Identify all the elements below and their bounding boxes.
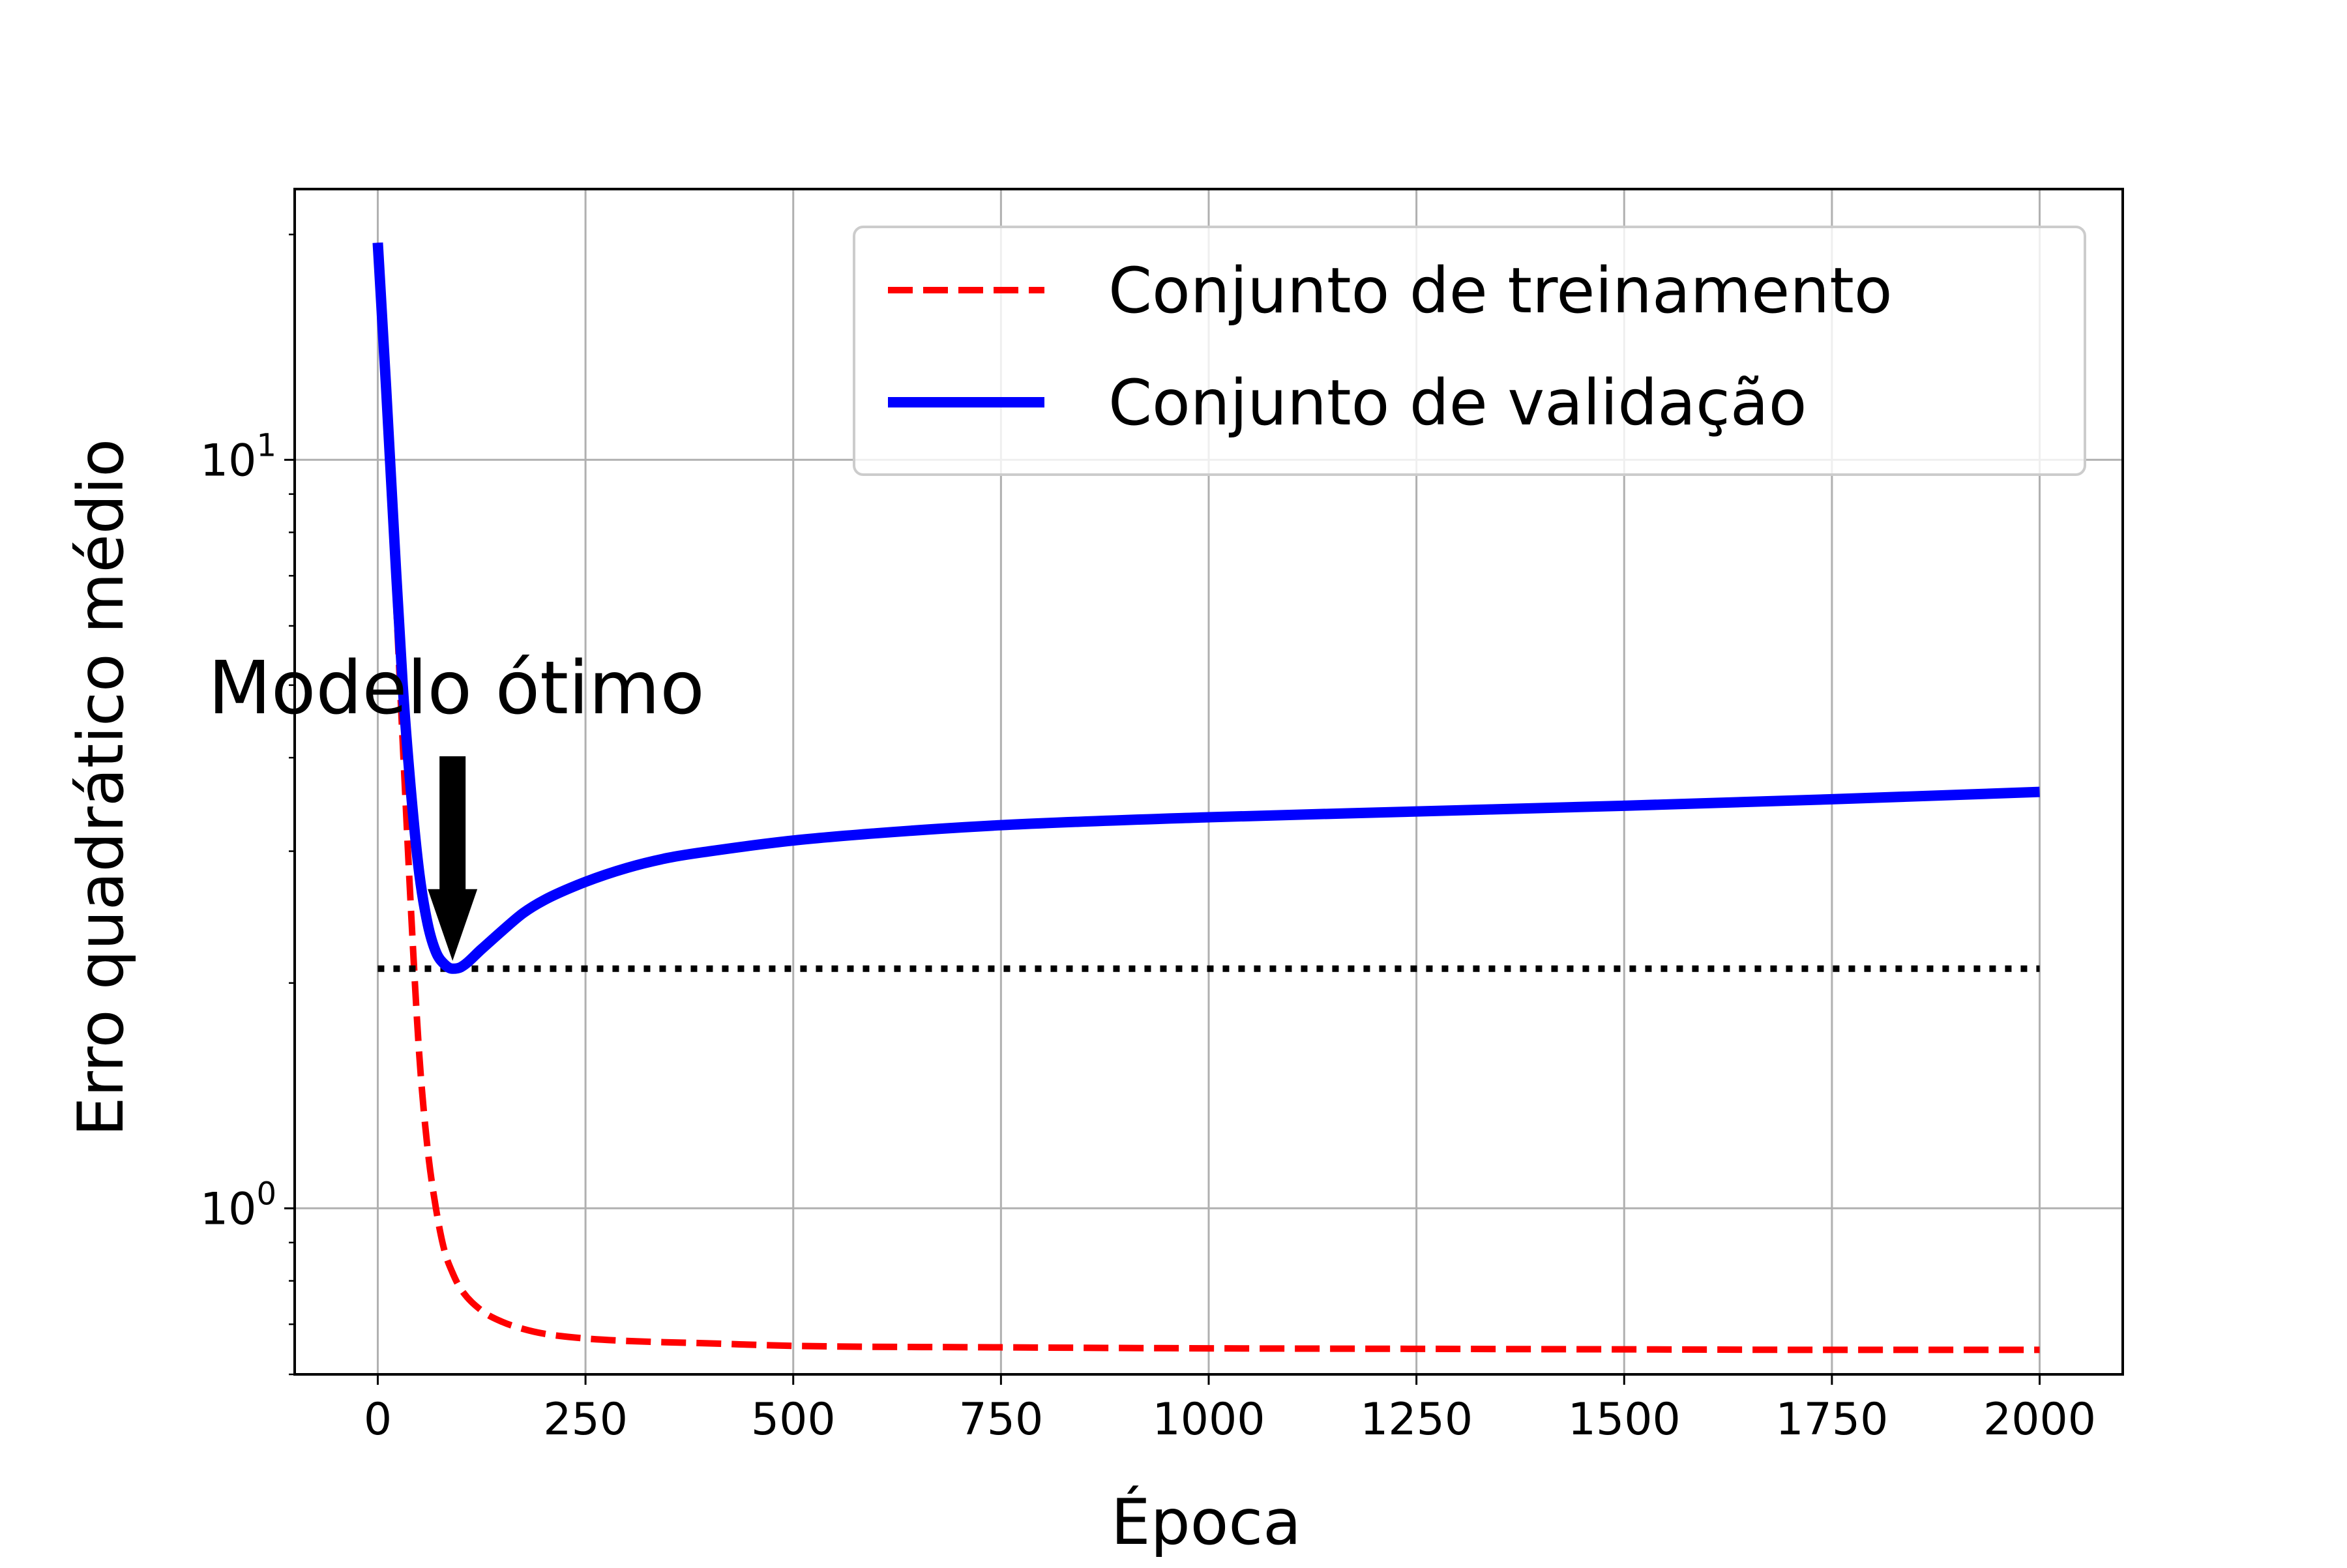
series-line-validation <box>372 242 2040 974</box>
x-tick-label: 1500 <box>1568 1394 1681 1445</box>
x-axis-title: Época <box>1111 1485 1301 1559</box>
x-tick-label: 0 <box>364 1394 392 1445</box>
x-tick-label: 500 <box>751 1394 836 1445</box>
y-axis-title: Erro quadrático médio <box>65 439 138 1136</box>
y-tick-label: 101 <box>200 427 276 486</box>
x-tick-label: 250 <box>543 1394 628 1445</box>
axis-ticks: 0 250 500 750 1000 1250 1500 1750 2000 100 101 <box>200 233 2096 1445</box>
legend: Conjunto de treinamento Conjunto de valid… <box>853 226 2086 476</box>
x-tick-label: 2000 <box>1983 1394 2096 1445</box>
legend-label: Conjunto de validação <box>1108 366 1807 439</box>
legend-box <box>853 226 2086 476</box>
annotation-arrow <box>428 756 478 961</box>
y-tick-label: 100 <box>200 1176 276 1235</box>
x-tick-label: 1000 <box>1152 1394 1265 1445</box>
x-tick-label: 1250 <box>1360 1394 1473 1445</box>
series-lines <box>372 242 2040 1354</box>
x-tick-label: 750 <box>958 1394 1043 1445</box>
series-line-training <box>374 243 2040 1354</box>
annotation-label: Modelo ótimo <box>208 646 705 731</box>
annotation: Modelo ótimo <box>208 646 705 961</box>
x-tick-label: 1750 <box>1775 1394 1888 1445</box>
legend-label: Conjunto de treinamento <box>1108 254 1893 327</box>
plot-frame <box>293 188 2124 1376</box>
